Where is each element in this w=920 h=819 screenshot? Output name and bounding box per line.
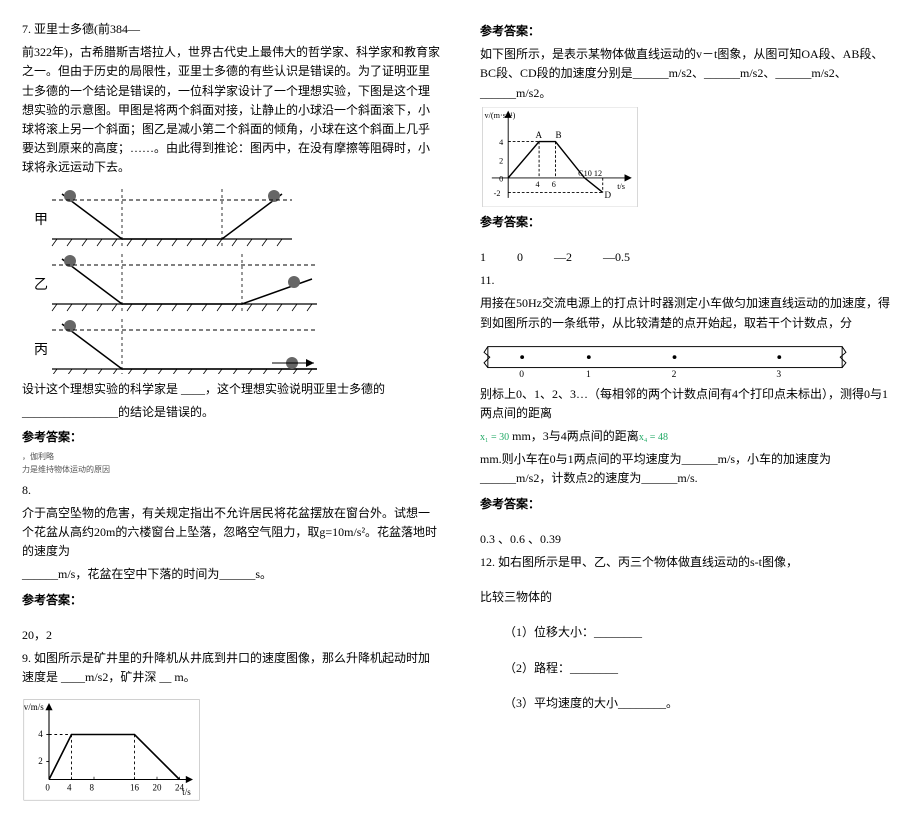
svg-text:v/m/s: v/m/s: [24, 703, 45, 713]
ans-label-2: 参考答案：: [480, 213, 898, 232]
q7-ans1: ，伽利略: [22, 451, 440, 464]
right-q-body: 如下图所示，是表示某物体做直线运动的v－t图象，从图可知OA段、AB段、BC段、…: [480, 45, 898, 103]
svg-text:2: 2: [672, 370, 677, 379]
q7-body: 前322年)，古希腊斯吉塔拉人，世界古代史上最伟大的哲学家、科学家和教育家之一。…: [22, 43, 440, 177]
svg-text:t/s: t/s: [182, 787, 191, 797]
svg-text:16: 16: [130, 783, 140, 793]
q12-body: 12. 如右图所示是甲、乙、丙三个物体做直线运动的s-t图像，: [480, 553, 898, 572]
q7-line2: ________________的结论是错误的。: [22, 403, 440, 422]
q11-ans-label: 参考答案：: [480, 495, 898, 514]
q11-body2c: mm.则小车在0与1两点间的平均速度为______m/s，小车的加速度为____…: [480, 450, 898, 488]
svg-text:0: 0: [499, 174, 503, 183]
ans-v1: 1: [480, 250, 486, 264]
svg-text:4: 4: [38, 730, 43, 740]
svg-text:A: A: [535, 130, 542, 140]
ans-v3: —2: [554, 250, 572, 264]
svg-text:2: 2: [499, 156, 503, 165]
svg-text:v/(m·s⁻¹): v/(m·s⁻¹): [485, 111, 516, 120]
q7-header: 7. 亚里士多德(前384—: [22, 20, 440, 39]
q11-tape: 0 1 2 3: [480, 339, 850, 379]
svg-text:1: 1: [586, 370, 591, 379]
q8-line: ______m/s，花盆在空中下落的时间为______s。: [22, 565, 440, 584]
svg-text:20: 20: [153, 783, 163, 793]
q9-body: 9. 如图所示是矿井里的升降机从井底到井口的速度图像，那么升降机起动时加速度是 …: [22, 649, 440, 687]
q12-sub1: （1）位移大小：________: [480, 623, 898, 642]
vt-small-graph: -2 0 2 4 4 6 C10 12 A B D: [480, 107, 630, 207]
right-ans-label-top: 参考答案：: [480, 22, 898, 41]
svg-text:t/s: t/s: [617, 182, 625, 191]
q12-sub2: （2）路程：________: [480, 659, 898, 678]
svg-text:0: 0: [519, 370, 524, 379]
svg-text:4: 4: [535, 180, 539, 189]
q8-ans-label: 参考答案：: [22, 591, 440, 610]
q8-body: 介于高空坠物的危害，有关规定指出不允许居民将花盆摆放在窗台外。试想一个花盆从高约…: [22, 504, 440, 562]
svg-text:2: 2: [38, 757, 43, 767]
svg-text:丙: 丙: [34, 343, 48, 358]
q11-num: 11.: [480, 271, 898, 290]
q11-x-line: x₁ = 30 mm，3与4两点间的距离x₄ = 48: [480, 427, 898, 446]
svg-text:4: 4: [499, 138, 503, 147]
ans-v4: —0.5: [603, 250, 630, 264]
q7-ans-label: 参考答案：: [22, 428, 440, 447]
svg-text:B: B: [555, 130, 561, 140]
q7-figure: 甲: [22, 184, 322, 374]
svg-text:甲: 甲: [34, 213, 48, 228]
q12-body2: 比较三物体的: [480, 588, 898, 607]
q9-graph: 2 4 0 4 8 16 20 24: [22, 693, 202, 803]
svg-text:8: 8: [90, 783, 95, 793]
svg-text:6: 6: [552, 180, 556, 189]
q8-ans: 20，2: [22, 626, 440, 645]
q11-body: 用接在50Hz交流电源上的打点计时器测定小车做匀加速直线运动的加速度，得到如图所…: [480, 294, 898, 332]
ans-values-row: 1 0 —2 —0.5: [480, 248, 898, 267]
svg-text:乙: 乙: [34, 277, 48, 293]
q12-sub3: （3）平均速度的大小________。: [480, 694, 898, 713]
svg-text:0: 0: [45, 783, 50, 793]
q11-body2: 别标上0、1、2、3…（每相邻的两个计数点间有4个打印点未标出），测得0与1两点…: [480, 385, 898, 423]
ans-v2: 0: [517, 250, 523, 264]
svg-text:D: D: [605, 190, 612, 200]
q7-line1: 设计这个理想实验的科学家是 ____，这个理想实验说明亚里士多德的: [22, 380, 440, 399]
svg-text:-2: -2: [494, 189, 501, 198]
q8-num: 8.: [22, 481, 440, 500]
svg-text:3: 3: [776, 370, 781, 379]
q11-ans: 0.3 、0.6 、0.39: [480, 530, 898, 549]
svg-text:4: 4: [67, 783, 72, 793]
q7-ans2: 力是维持物体运动的原因: [22, 464, 440, 477]
